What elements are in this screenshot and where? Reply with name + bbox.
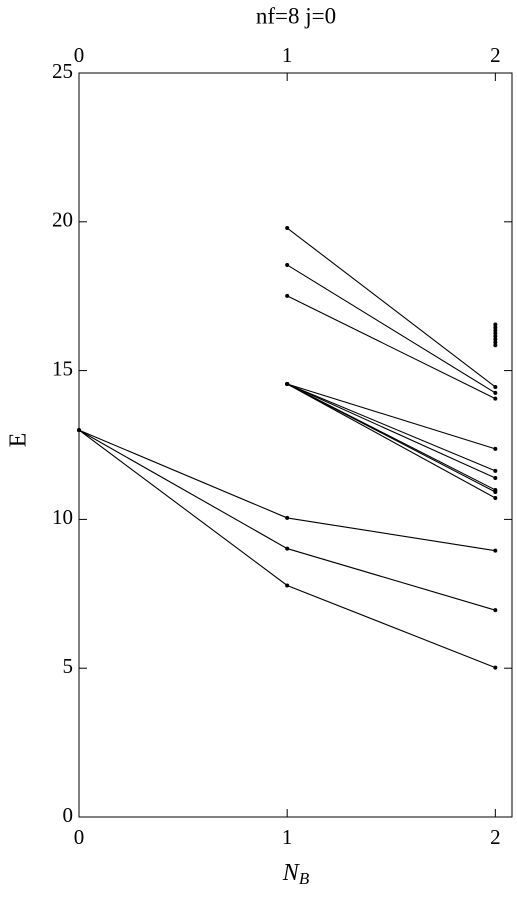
point	[77, 428, 81, 433]
x-tick-label: 2	[490, 825, 501, 849]
point	[493, 490, 498, 495]
point	[493, 396, 498, 401]
point	[493, 495, 498, 500]
point	[285, 262, 290, 267]
series-line	[286, 383, 496, 499]
y-tick-label: 0	[63, 803, 74, 827]
y-axis-label: E	[6, 433, 32, 448]
point	[493, 476, 498, 481]
point	[493, 340, 498, 345]
point	[285, 226, 290, 231]
point	[493, 325, 498, 330]
point	[493, 608, 498, 613]
point	[493, 331, 498, 336]
point	[493, 343, 498, 348]
point	[285, 583, 290, 588]
point	[493, 328, 498, 333]
x2-tick-label: 1	[282, 43, 293, 67]
point	[285, 381, 290, 386]
point	[493, 665, 498, 670]
point	[493, 446, 498, 451]
series-line	[286, 264, 496, 394]
series-line	[287, 383, 496, 450]
point	[493, 322, 498, 327]
series-line	[286, 383, 496, 493]
x-axis-label: NB	[282, 860, 310, 888]
point	[285, 515, 290, 520]
y-tick-label: 20	[52, 208, 73, 232]
y-tick-label: 5	[63, 654, 74, 678]
series-line	[78, 429, 496, 611]
point	[493, 334, 498, 339]
y-tick-label: 10	[52, 505, 73, 529]
series-line	[286, 383, 496, 472]
point	[493, 390, 498, 395]
series-line	[78, 429, 496, 552]
x-axis-label-sub: B	[299, 869, 310, 888]
y-tick-label: 15	[52, 356, 73, 380]
x-tick-label: 1	[282, 825, 293, 849]
plot-frame	[78, 72, 513, 818]
point	[285, 293, 290, 298]
x2-tick-label: 0	[74, 43, 85, 67]
series-line	[286, 227, 496, 388]
point	[493, 337, 498, 342]
point	[493, 384, 498, 389]
x-axis-label-main: N	[282, 860, 301, 886]
series-line	[286, 295, 496, 400]
point	[285, 546, 290, 551]
series-line	[286, 383, 496, 479]
x-tick-label: 0	[74, 825, 85, 849]
x2-tick-label: 2	[490, 43, 501, 67]
point	[493, 548, 498, 553]
y-tick-label: 25	[52, 59, 73, 83]
chart-title: nf=8 j=0	[256, 3, 336, 28]
point	[493, 468, 498, 473]
